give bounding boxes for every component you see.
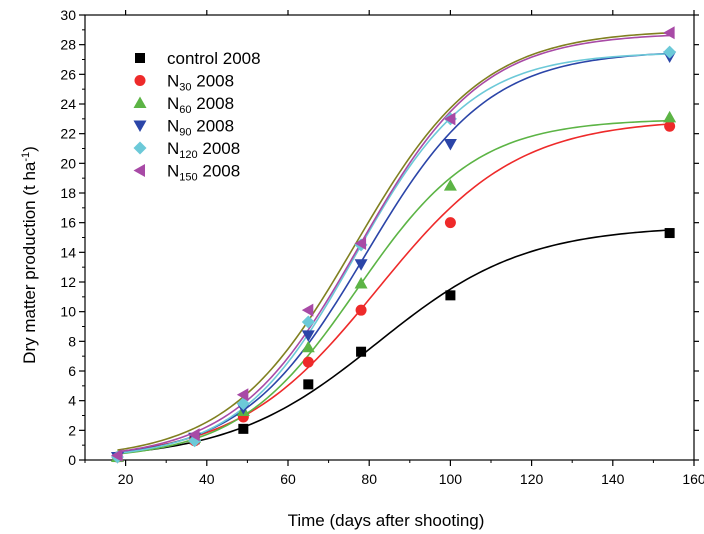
data-point-series-0 <box>238 423 249 434</box>
data-point-series-5 <box>236 388 249 402</box>
data-point-series-1 <box>302 356 314 368</box>
data-point-series-4 <box>663 45 677 59</box>
y-tick-label: 0 <box>68 452 76 468</box>
x-tick-label: 100 <box>439 471 463 487</box>
y-tick-label: 30 <box>60 7 76 23</box>
legend-label: N30 2008 <box>167 72 234 94</box>
data-point-series-1 <box>444 217 456 229</box>
data-point-series-0 <box>303 379 314 390</box>
y-tick-label: 24 <box>60 96 76 112</box>
x-tick-label: 20 <box>118 471 134 487</box>
x-tick-label: 120 <box>520 471 544 487</box>
data-point-series-1 <box>355 304 367 316</box>
legend-marker <box>133 141 147 155</box>
y-tick-label: 14 <box>60 244 76 260</box>
data-point-series-0 <box>356 346 367 357</box>
data-point-series-0 <box>445 290 456 301</box>
legend-marker <box>133 120 147 132</box>
data-point-series-5 <box>443 112 456 126</box>
data-point-series-3 <box>301 330 315 342</box>
x-axis-ticks: 20 40 60 80 100 120 140 160 <box>84 10 704 487</box>
legend-label: N60 2008 <box>167 94 234 116</box>
y-tick-label: 6 <box>68 363 76 379</box>
fit-curve-3 <box>117 52 670 454</box>
y-tick-label: 2 <box>68 422 76 438</box>
data-point-series-2 <box>354 276 368 289</box>
y-tick-label: 22 <box>60 126 76 142</box>
data-point-series-2 <box>443 179 457 191</box>
data-point-series-5 <box>188 428 200 442</box>
legend-label: N120 2008 <box>167 139 240 161</box>
legend-label: N150 2008 <box>167 162 240 184</box>
fit-curve-upper <box>117 32 670 451</box>
y-tick-label: 28 <box>60 37 76 53</box>
y-tick-label: 26 <box>60 66 76 82</box>
legend-marker <box>133 164 145 177</box>
x-tick-label: 60 <box>280 471 296 487</box>
legend-label: N90 2008 <box>167 117 234 139</box>
y-axis-title: Dry matter production (t ha-1) <box>20 146 39 364</box>
data-point-series-2 <box>663 110 677 123</box>
fit-curve-2 <box>117 119 670 455</box>
y-tick-label: 18 <box>60 185 76 201</box>
data-point-series-5 <box>110 449 123 463</box>
data-point-series-0 <box>664 228 675 239</box>
data-points <box>110 26 677 464</box>
data-point-series-3 <box>354 259 368 271</box>
y-tick-label: 8 <box>68 333 76 349</box>
data-point-series-4 <box>236 397 250 411</box>
fit-curve-5 <box>117 34 670 453</box>
x-tick-label: 40 <box>199 471 215 487</box>
x-tick-label: 140 <box>601 471 625 487</box>
y-tick-label: 4 <box>68 393 76 409</box>
data-point-series-5 <box>354 236 367 250</box>
data-point-series-4 <box>301 315 315 329</box>
data-point-series-3 <box>443 139 457 151</box>
x-tick-label: 80 <box>361 471 377 487</box>
legend-marker <box>134 75 146 86</box>
data-point-series-1 <box>664 120 676 132</box>
y-tick-label: 10 <box>60 304 76 320</box>
data-point-series-5 <box>663 26 675 40</box>
y-tick-label: 20 <box>60 155 76 171</box>
data-point-series-5 <box>301 303 314 317</box>
legend-marker <box>135 53 145 63</box>
legend-marker <box>133 96 147 108</box>
fit-curves <box>117 32 670 455</box>
fit-curve-1 <box>117 123 670 453</box>
data-point-series-2 <box>301 340 315 353</box>
y-tick-label: 12 <box>60 274 76 290</box>
fit-curve-4 <box>117 53 670 455</box>
fit-curve-0 <box>117 229 670 455</box>
x-tick-label: 160 <box>682 471 704 487</box>
legend-label: control 2008 <box>167 49 261 68</box>
y-tick-label: 16 <box>60 215 76 231</box>
x-axis-title: Time (days after shooting) <box>288 511 485 530</box>
